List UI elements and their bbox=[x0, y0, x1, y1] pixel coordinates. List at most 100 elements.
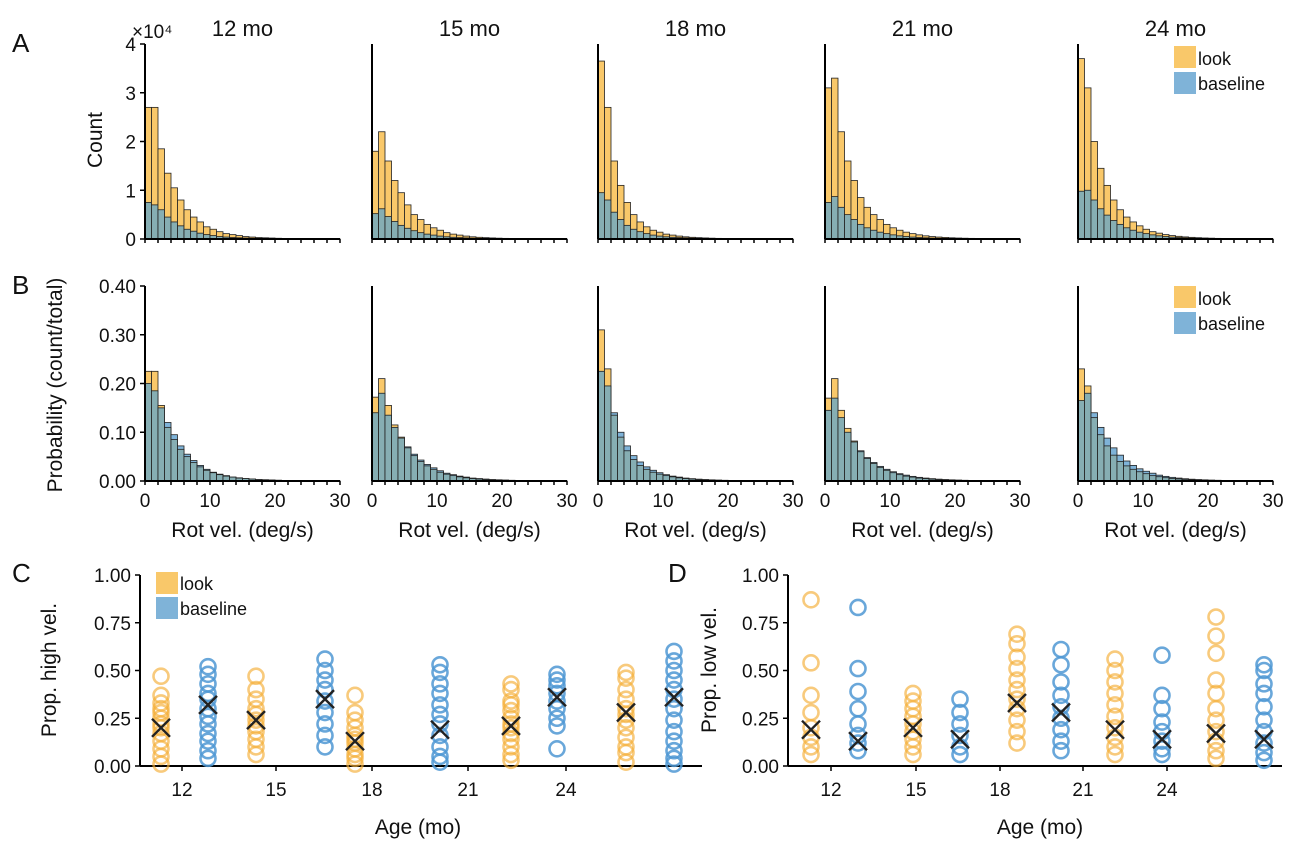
point-baseline bbox=[316, 692, 334, 710]
point-baseline bbox=[1255, 684, 1273, 703]
subplot-title: 18 mo bbox=[665, 16, 726, 41]
x-tick-label: 20 bbox=[717, 491, 738, 512]
hist-bar-overlap bbox=[636, 464, 644, 482]
hist-bar-overlap bbox=[190, 462, 198, 482]
mean-marker-look bbox=[151, 717, 171, 738]
hist-bar-overlap bbox=[177, 448, 185, 482]
hist-bar-overlap bbox=[203, 469, 211, 482]
point-baseline bbox=[1153, 745, 1171, 764]
point-look bbox=[1008, 625, 1026, 644]
x-axis-label: Rot vel. (deg/s) bbox=[398, 519, 540, 542]
point-look bbox=[1008, 690, 1026, 708]
point-baseline bbox=[199, 665, 217, 684]
point-look bbox=[247, 667, 265, 686]
panel-letter-c: C bbox=[12, 558, 31, 588]
point-look bbox=[802, 703, 820, 722]
hist-bar-overlap bbox=[831, 196, 839, 240]
point-look bbox=[1008, 659, 1026, 678]
y-tick-label: 1.00 bbox=[742, 566, 779, 587]
mean-marker-look bbox=[801, 719, 821, 740]
point-look bbox=[502, 675, 520, 693]
point-baseline bbox=[431, 663, 449, 682]
point-look bbox=[1008, 648, 1026, 666]
hist-bar-overlap bbox=[643, 468, 651, 482]
x-axis-label: Rot vel. (deg/s) bbox=[624, 519, 766, 542]
hist-bar-overlap bbox=[384, 216, 392, 240]
x-tick-label: 10 bbox=[199, 491, 220, 512]
x-tick-label: 15 bbox=[905, 780, 926, 801]
point-baseline bbox=[199, 732, 217, 750]
x-tick-label: 30 bbox=[329, 491, 350, 512]
mean-marker-look bbox=[1105, 719, 1125, 740]
x-tick-label: 30 bbox=[782, 491, 803, 512]
hist-bar-overlap bbox=[404, 227, 412, 240]
hist-bar-overlap bbox=[1136, 471, 1144, 482]
point-look bbox=[1207, 608, 1225, 626]
point-baseline bbox=[1153, 686, 1171, 705]
histogram-b-2: 0 10 20 30 Rot vel. (deg/s) bbox=[367, 286, 578, 542]
point-baseline bbox=[199, 707, 217, 726]
legend-baseline-swatch bbox=[156, 597, 178, 619]
point-look bbox=[247, 717, 265, 735]
x-tick-label: 20 bbox=[264, 491, 285, 512]
point-look bbox=[1106, 696, 1124, 714]
hist-bar-overlap bbox=[417, 461, 425, 482]
hist-bar-overlap bbox=[837, 206, 845, 240]
x-tick-label: 0 bbox=[367, 491, 378, 512]
histogram-a-1: 12 mo 0 1 2 3 4 bbox=[125, 16, 341, 251]
hist-bar-overlap bbox=[1084, 189, 1092, 240]
hist-bar-overlap bbox=[604, 199, 612, 240]
point-baseline bbox=[316, 703, 334, 722]
mean-marker-baseline bbox=[1254, 729, 1274, 750]
point-look bbox=[1008, 734, 1026, 752]
point-baseline bbox=[316, 661, 334, 680]
hist-bar-overlap bbox=[177, 225, 185, 240]
hist-bar-overlap bbox=[870, 463, 878, 482]
hist-bar-overlap bbox=[170, 439, 178, 482]
legend-look-label: look bbox=[180, 574, 214, 594]
point-baseline bbox=[951, 745, 969, 764]
legend-look-swatch bbox=[1174, 286, 1196, 308]
x-tick-label: 10 bbox=[652, 491, 673, 512]
hist-bar-overlap bbox=[863, 227, 871, 240]
hist-bar-overlap bbox=[196, 466, 204, 482]
x-tick-label: 20 bbox=[491, 491, 512, 512]
hist-bar-overlap bbox=[1110, 220, 1118, 240]
point-baseline bbox=[199, 741, 217, 760]
hist-bar-overlap bbox=[443, 473, 451, 482]
legend-row-c: look baseline bbox=[156, 572, 247, 619]
mean-marker-baseline bbox=[1152, 729, 1172, 750]
point-look bbox=[247, 745, 265, 764]
histogram-b-4: 0 10 20 30 Rot vel. (deg/s) bbox=[820, 286, 1031, 542]
point-baseline bbox=[431, 753, 449, 771]
point-look bbox=[1008, 634, 1026, 653]
row-a-exponent: ×10⁴ bbox=[132, 22, 172, 43]
y-tick-label: 0.20 bbox=[99, 375, 136, 396]
point-look bbox=[1008, 671, 1026, 689]
y-tick-label: 0.75 bbox=[94, 614, 131, 635]
point-baseline bbox=[665, 642, 683, 661]
point-baseline bbox=[548, 699, 566, 718]
point-baseline bbox=[665, 661, 683, 680]
point-baseline bbox=[1052, 640, 1070, 659]
hist-bar-overlap bbox=[617, 436, 625, 482]
point-baseline bbox=[431, 675, 449, 693]
point-baseline bbox=[548, 709, 566, 728]
point-baseline bbox=[1255, 711, 1273, 729]
hist-bar-overlap bbox=[1116, 223, 1124, 240]
hist-bar-overlap bbox=[157, 407, 165, 482]
point-look bbox=[904, 738, 922, 756]
legend-baseline-label: baseline bbox=[1198, 314, 1265, 334]
hist-bar-overlap bbox=[870, 229, 878, 240]
hist-bar-overlap bbox=[617, 219, 625, 240]
row-c-ylabel: Prop. high vel. bbox=[38, 603, 61, 737]
point-look bbox=[1106, 650, 1124, 668]
point-baseline bbox=[665, 741, 683, 760]
hist-bar-overlap bbox=[1084, 392, 1092, 482]
panel-letter-b: B bbox=[12, 270, 29, 300]
point-baseline bbox=[316, 680, 334, 699]
point-baseline bbox=[199, 749, 217, 768]
legend-look-swatch bbox=[1174, 46, 1196, 68]
mean-marker-look bbox=[1007, 693, 1027, 713]
point-baseline bbox=[1255, 655, 1273, 674]
